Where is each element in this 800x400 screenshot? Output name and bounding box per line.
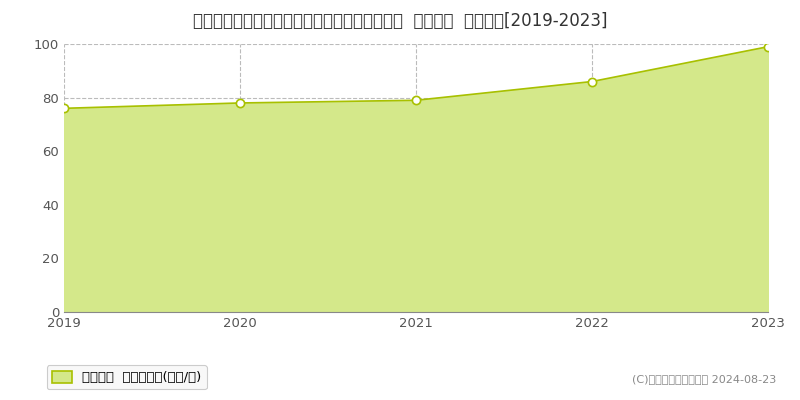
Point — [410, 97, 422, 104]
Point — [586, 78, 598, 85]
Point — [58, 105, 70, 112]
Text: (C)土地価格ドットコム 2024-08-23: (C)土地価格ドットコム 2024-08-23 — [632, 374, 776, 384]
Legend: 基準地価  平均坪単価(万円/坪): 基準地価 平均坪単価(万円/坪) — [46, 366, 206, 390]
Text: 千葉県流山市おおたかの森西１丁目２８番４外  基準地価  地価推移[2019-2023]: 千葉県流山市おおたかの森西１丁目２８番４外 基準地価 地価推移[2019-202… — [193, 12, 607, 30]
Point — [762, 44, 774, 50]
Point — [234, 100, 246, 106]
